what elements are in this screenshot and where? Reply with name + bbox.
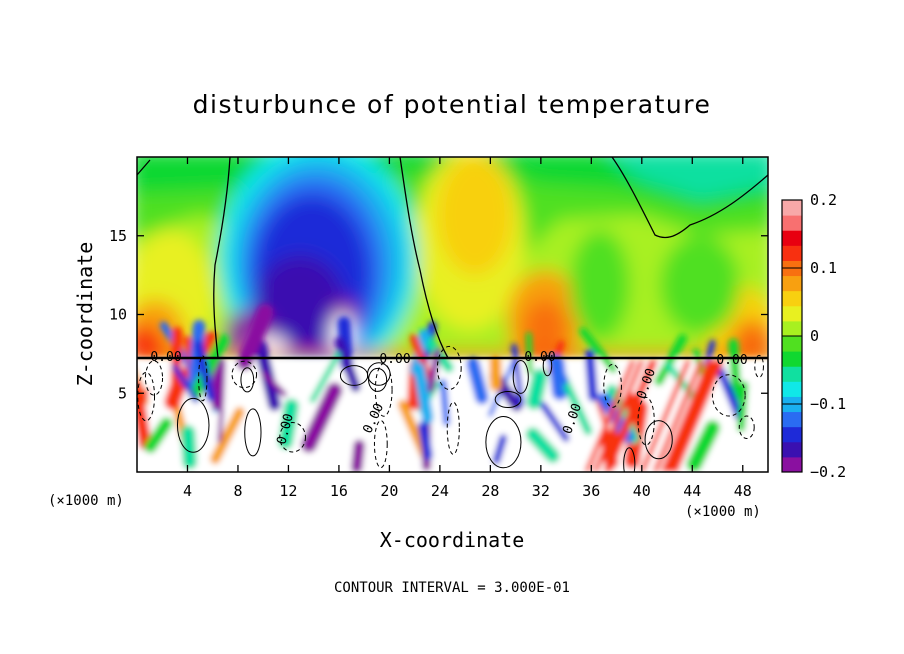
colorbar-swatch [782,351,802,367]
x-tick-label: 28 [481,482,499,500]
contour-interval-note: CONTOUR INTERVAL = 3.000E-01 [334,580,570,596]
colorbar-swatch [782,381,802,397]
colorbar-swatch [782,366,802,382]
colorbar-swatch [782,456,802,473]
colorbar-swatch [782,441,802,458]
x-tick-label: 8 [233,482,242,500]
x-unit-right: (×1000 m) [685,504,761,520]
y-tick-label: 5 [118,384,127,402]
x-unit-left: (×1000 m) [48,493,124,509]
contour-lines [137,157,768,472]
x-tick-label: 40 [633,482,651,500]
x-tick-label: 48 [734,482,752,500]
contour-label: 0.00 [379,352,410,367]
colorbar-swatch [782,230,802,246]
upper-field [137,157,768,376]
lower-field [137,304,768,472]
chart-title: disturbunce of potential temperature [193,90,712,119]
colorbar [781,199,803,473]
colorbar-swatch [782,411,802,428]
colorbar-tick-label: 0 [810,327,819,345]
colorbar-swatch [782,336,802,352]
y-tick-label: 10 [109,306,127,324]
plot-area [137,157,768,472]
x-axis-label: X-coordinate [380,528,525,552]
x-tick-label: 16 [330,482,348,500]
y-axis-label: Z-coordinate [73,242,97,387]
colorbar-swatch [782,320,802,337]
x-tick-label: 4 [183,482,192,500]
contour-label: 0.00 [716,353,747,368]
colorbar-tick-label: −0.2 [810,463,846,481]
colorbar-swatch [782,245,802,261]
x-tick-label: 12 [279,482,297,500]
colorbar-swatch [782,290,802,307]
x-tick-label: 44 [683,482,701,500]
x-axis-ticks: 4 8 12 16 20 24 28 32 36 40 44 48 [183,157,752,500]
x-tick-label: 20 [380,482,398,500]
colorbar-tick-label: −0.1 [810,395,846,413]
colorbar-swatch [782,305,802,322]
colorbar-swatch [782,215,802,231]
y-tick-label: 15 [109,227,127,245]
colorbar-swatch [782,200,802,216]
colorbar-tick-label: 0.1 [810,259,837,277]
x-tick-label: 32 [532,482,550,500]
contour-label: 0.00 [524,350,555,365]
y-axis-ticks: 5 10 15 [109,227,768,402]
colorbar-tick-label: 0.2 [810,191,837,209]
colorbar-swatch [782,275,802,292]
x-tick-label: 36 [582,482,600,500]
x-tick-label: 24 [431,482,449,500]
colorbar-labels: 0.2 0.1 0 −0.1 −0.2 [782,191,846,481]
contour-label: 0.00 [150,350,181,365]
colorbar-swatch [782,426,802,443]
